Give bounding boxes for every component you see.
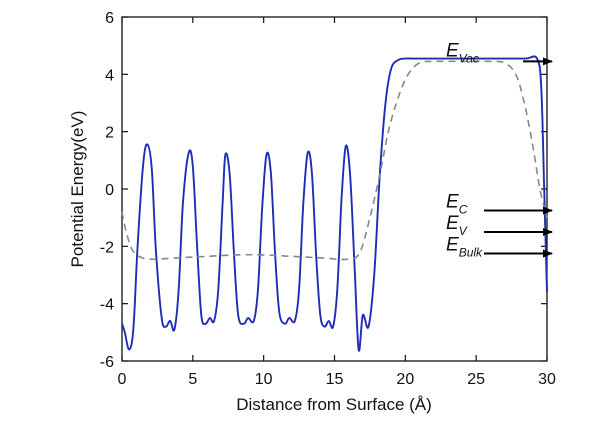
annotation-symbol: E — [446, 192, 459, 213]
y-axis-title: Potential Energy(eV) — [68, 111, 87, 268]
y-tick-label: 0 — [105, 182, 114, 199]
x-axis-title: Distance from Surface (Å) — [236, 395, 432, 414]
annotation-label: EVac — [446, 40, 479, 65]
dashed-potential-line — [121, 60, 548, 261]
y-tick-label: -6 — [100, 354, 114, 371]
annotation-symbol: E — [446, 235, 459, 256]
y-tick-label: 2 — [105, 125, 114, 142]
annotation-symbol: E — [446, 40, 459, 61]
plot-frame — [121, 16, 548, 362]
annotation-label: EV — [446, 213, 468, 238]
y-tick-label: -4 — [100, 297, 114, 314]
y-tick-label: 4 — [105, 67, 114, 84]
annotation-symbol: E — [446, 213, 459, 234]
x-tick-label: 0 — [118, 371, 127, 388]
x-tick-label: 20 — [396, 371, 414, 388]
annotation-label: EBulk — [446, 235, 483, 260]
annotation-subscript: V — [459, 224, 468, 238]
solid-potential-line — [121, 55, 548, 352]
x-tick-label: 10 — [255, 371, 273, 388]
annotation-subscript: Vac — [459, 51, 479, 65]
y-tick-label: 6 — [105, 10, 114, 27]
annotation-label: EC — [446, 192, 468, 217]
x-tick-label: 15 — [326, 371, 344, 388]
x-tick-label: 5 — [188, 371, 197, 388]
annotation-subscript: Bulk — [459, 246, 483, 260]
axis-ticks: 0 5 10 15 20 25 30 -6 -4 -2 0 2 4 6 — [100, 10, 556, 388]
x-tick-label: 25 — [467, 371, 485, 388]
y-tick-label: -2 — [100, 239, 114, 256]
series-group — [121, 55, 548, 352]
x-tick-label: 30 — [538, 371, 556, 388]
annotation-subscript: C — [459, 203, 468, 217]
